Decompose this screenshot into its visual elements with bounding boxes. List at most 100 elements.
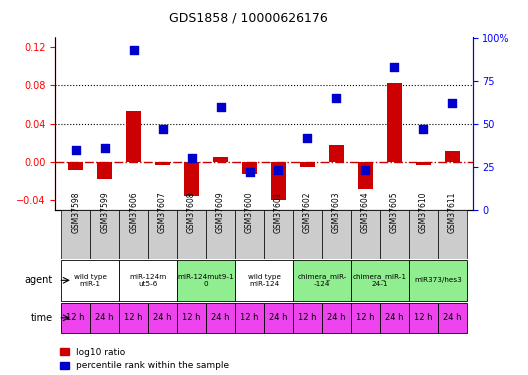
Bar <box>409 260 467 301</box>
Bar <box>148 303 177 333</box>
Text: time: time <box>31 313 53 323</box>
Point <box>274 167 282 173</box>
Point <box>448 100 457 106</box>
Text: GSM37610: GSM37610 <box>419 192 428 233</box>
Text: GDS1858 / 10000626176: GDS1858 / 10000626176 <box>169 11 327 24</box>
Bar <box>177 210 206 259</box>
Text: GSM37601: GSM37601 <box>274 192 283 233</box>
Text: 24 h: 24 h <box>153 314 172 322</box>
Bar <box>322 303 351 333</box>
Bar <box>148 210 177 259</box>
Text: 12 h: 12 h <box>125 314 143 322</box>
Point <box>332 95 341 101</box>
Bar <box>438 303 467 333</box>
Bar <box>351 210 380 259</box>
Point <box>129 46 138 53</box>
Text: GSM37603: GSM37603 <box>332 192 341 233</box>
Text: GSM37600: GSM37600 <box>245 192 254 233</box>
Bar <box>206 303 235 333</box>
Point <box>390 64 399 70</box>
Bar <box>155 162 170 165</box>
Point <box>158 126 167 132</box>
Bar <box>90 210 119 259</box>
Bar <box>213 157 228 162</box>
Bar <box>184 162 199 196</box>
Bar <box>119 303 148 333</box>
Point <box>100 145 109 151</box>
Text: chimera_miR-
-124: chimera_miR- -124 <box>297 273 346 287</box>
Bar <box>438 210 467 259</box>
Text: 24 h: 24 h <box>269 314 288 322</box>
Bar <box>409 303 438 333</box>
Text: 24 h: 24 h <box>385 314 403 322</box>
Text: GSM37598: GSM37598 <box>71 192 80 233</box>
Bar <box>90 303 119 333</box>
Text: miR-124mut9-1
0: miR-124mut9-1 0 <box>178 274 234 287</box>
Text: GSM37609: GSM37609 <box>216 192 225 233</box>
Text: miR-124m
ut5-6: miR-124m ut5-6 <box>129 274 167 287</box>
Bar <box>206 210 235 259</box>
Text: GSM37605: GSM37605 <box>390 192 399 233</box>
Bar <box>119 260 177 301</box>
Bar <box>69 162 83 170</box>
Bar <box>177 260 235 301</box>
Bar <box>351 260 409 301</box>
Bar <box>264 303 293 333</box>
Text: 12 h: 12 h <box>356 314 375 322</box>
Bar <box>61 210 90 259</box>
Text: 12 h: 12 h <box>182 314 201 322</box>
Bar <box>293 303 322 333</box>
Bar <box>235 260 293 301</box>
Bar <box>329 145 344 162</box>
Text: GSM37604: GSM37604 <box>361 192 370 233</box>
Text: chimera_miR-1
24-1: chimera_miR-1 24-1 <box>353 273 407 287</box>
Text: 12 h: 12 h <box>414 314 432 322</box>
Text: GSM37606: GSM37606 <box>129 192 138 233</box>
Point <box>419 126 428 132</box>
Point <box>71 147 80 153</box>
Bar <box>235 210 264 259</box>
Bar <box>387 82 402 162</box>
Text: 24 h: 24 h <box>327 314 346 322</box>
Bar <box>409 210 438 259</box>
Text: 24 h: 24 h <box>211 314 230 322</box>
Bar <box>264 210 293 259</box>
Text: 12 h: 12 h <box>67 314 85 322</box>
Bar <box>358 162 373 189</box>
Bar <box>98 162 112 179</box>
Bar <box>235 303 264 333</box>
Bar <box>300 162 315 167</box>
Text: GSM37599: GSM37599 <box>100 192 109 233</box>
Text: GSM37611: GSM37611 <box>448 192 457 233</box>
Bar <box>351 303 380 333</box>
Text: miR373/hes3: miR373/hes3 <box>414 278 461 284</box>
Bar <box>380 210 409 259</box>
Bar <box>119 210 148 259</box>
Point <box>303 135 312 141</box>
Point <box>216 104 225 110</box>
Bar <box>293 210 322 259</box>
Text: GSM37602: GSM37602 <box>303 192 312 233</box>
Bar <box>126 111 141 162</box>
Text: wild type
miR-124: wild type miR-124 <box>248 274 280 287</box>
Bar <box>177 303 206 333</box>
Text: 12 h: 12 h <box>298 314 317 322</box>
Bar <box>61 260 119 301</box>
Text: 24 h: 24 h <box>443 314 461 322</box>
Point <box>361 167 370 173</box>
Point <box>246 169 254 175</box>
Text: 12 h: 12 h <box>240 314 259 322</box>
Bar <box>293 260 351 301</box>
Bar <box>322 210 351 259</box>
Bar <box>271 162 286 200</box>
Bar <box>380 303 409 333</box>
Point <box>187 155 196 161</box>
Legend: log10 ratio, percentile rank within the sample: log10 ratio, percentile rank within the … <box>60 348 229 370</box>
Bar <box>242 162 257 174</box>
Text: 24 h: 24 h <box>96 314 114 322</box>
Text: wild type
miR-1: wild type miR-1 <box>74 274 107 287</box>
Text: agent: agent <box>24 275 53 285</box>
Text: GSM37607: GSM37607 <box>158 192 167 233</box>
Bar <box>61 303 90 333</box>
Bar <box>445 151 459 162</box>
